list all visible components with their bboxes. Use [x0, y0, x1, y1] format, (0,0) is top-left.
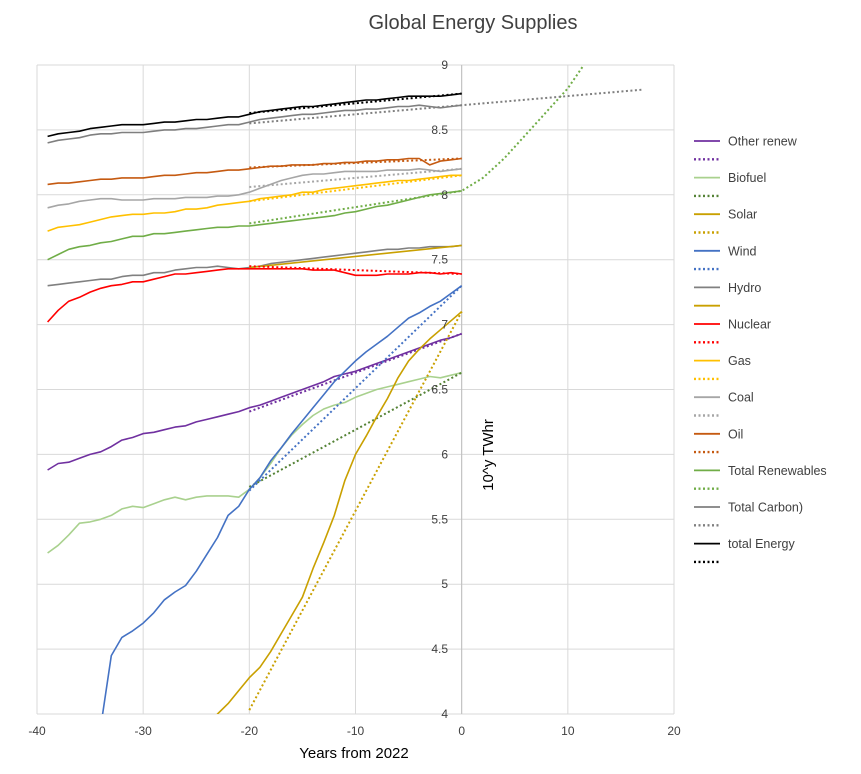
y-tick-label: 8 — [441, 188, 448, 202]
y-tick-label: 5.5 — [431, 512, 448, 526]
x-tick-label: -30 — [134, 724, 152, 738]
series-line-19 — [249, 65, 585, 225]
x-tick-label: 10 — [561, 724, 575, 738]
series-line-1 — [248, 332, 463, 413]
legend-label-4: Solar — [728, 208, 757, 222]
y-axis-label: 10^y TWhr — [480, 419, 497, 491]
series-line-21 — [249, 88, 643, 125]
y-tick-label: 6.5 — [431, 383, 448, 397]
x-tick-label: -40 — [28, 724, 46, 738]
series-line-11 — [249, 265, 462, 275]
legend-label-10: Nuclear — [728, 318, 771, 332]
chart-title: Global Energy Supplies — [368, 12, 578, 34]
series-line-20 — [47, 104, 462, 144]
series-lines — [47, 65, 643, 714]
series-line-18 — [47, 190, 462, 261]
y-tick-label: 4.5 — [431, 642, 448, 656]
x-tick-label: -10 — [347, 724, 365, 738]
legend-label-6: Wind — [728, 244, 757, 258]
series-line-14 — [47, 168, 462, 209]
legend-label-2: Biofuel — [728, 171, 766, 185]
legend-label-18: Total Renewables — [728, 464, 827, 478]
y-tick-label: 5 — [441, 577, 448, 591]
legend-label-12: Gas — [728, 354, 751, 368]
legend-label-22: total Energy — [728, 537, 795, 551]
series-line-17 — [249, 157, 462, 169]
grid — [36, 64, 675, 715]
series-line-0 — [47, 332, 462, 471]
legend: Other renew Biofuel Solar Wind Hydro Nuclear G… — [694, 135, 827, 564]
x-tick-label: 0 — [458, 724, 465, 738]
series-line-9 — [249, 244, 462, 269]
y-tick-label: 8.5 — [431, 123, 448, 137]
y-tick-label: 7 — [441, 318, 448, 332]
series-line-5 — [248, 311, 463, 711]
y-tick-label: 7.5 — [431, 253, 448, 267]
legend-label-0: Other renew — [728, 135, 798, 149]
x-tick-label: -20 — [241, 724, 259, 738]
x-axis-label: Years from 2022 — [299, 745, 409, 762]
legend-label-8: Hydro — [728, 281, 761, 295]
legend-label-20: Total Carbon) — [728, 501, 803, 515]
tick-labels: -40 -30 -20 -10 0 10 20 4 4.5 5 5.5 6 6.5 7 7.5 8 8.5 9 — [28, 58, 681, 738]
legend-label-16: Oil — [728, 427, 743, 441]
y-tick-label: 4 — [441, 707, 448, 721]
series-line-2 — [47, 371, 462, 554]
series-line-4 — [216, 310, 463, 714]
y-tick-label: 6 — [441, 447, 448, 461]
legend-label-14: Coal — [728, 391, 754, 405]
x-tick-label: 20 — [667, 724, 681, 738]
series-line-10 — [47, 267, 462, 323]
series-line-6 — [101, 285, 463, 714]
y-tick-label: 9 — [441, 58, 448, 72]
